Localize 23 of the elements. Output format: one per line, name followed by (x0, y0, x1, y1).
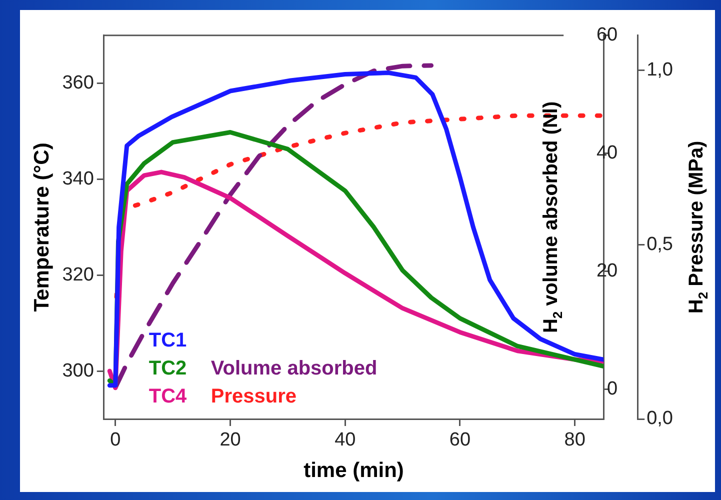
x-tick-label: 0 (110, 430, 121, 451)
y2-tick-label: 60 (596, 24, 618, 46)
text: Pressure (210, 386, 297, 408)
y-tick-label: 340 (62, 168, 94, 190)
x-tick-label: 80 (564, 430, 586, 451)
series-label: TC4 (148, 386, 188, 408)
series-label: TC1 (148, 330, 187, 352)
y3-axis-title: H2 Pressure (MPa) (686, 140, 711, 314)
y-tick-label: 300 (62, 360, 94, 382)
y2-tick-label: 0 (607, 378, 618, 400)
y-tick-label: 320 (62, 264, 94, 286)
x-axis-title: time (min) (304, 459, 404, 482)
y3-tick-label: 0,5 (646, 234, 674, 255)
x-tick-label: 20 (220, 430, 241, 451)
x-tick-label: 60 (449, 430, 471, 451)
y3-tick-label: 1,0 (646, 60, 674, 81)
y3-tick-label: 0,0 (646, 408, 674, 430)
y2-axis-title: H2 volume absorbed (Nl) (540, 101, 566, 334)
x-tick-label: 40 (334, 430, 356, 451)
y-axis-title: Temperature (°C) (30, 142, 54, 312)
series-label: TC2 (148, 358, 187, 380)
y-tick-label: 360 (62, 72, 94, 94)
text: Volume absorbed (210, 358, 378, 380)
